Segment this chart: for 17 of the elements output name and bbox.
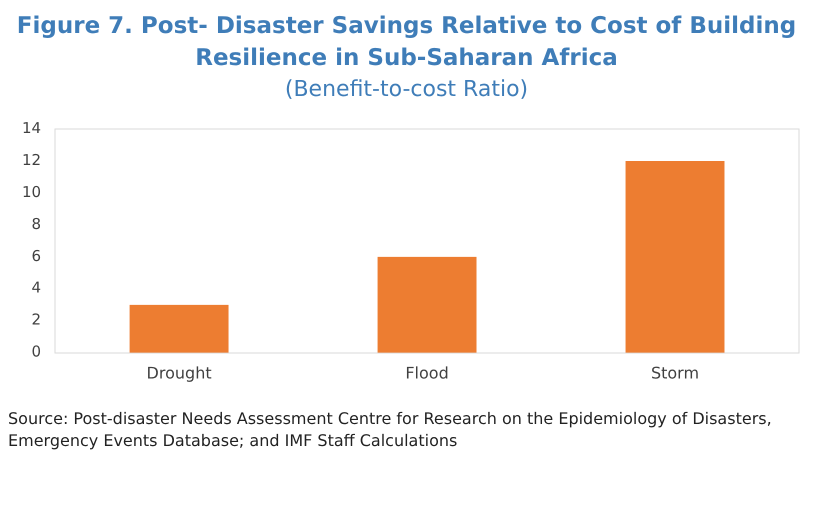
x-tick-label: Storm: [650, 364, 700, 383]
chart-title: Figure 7. Post- Disaster Savings Relative to Cost of Building Resilience in Sub-Saharan Africa: [16, 12, 798, 73]
y-tick-label: 10: [22, 182, 42, 201]
bar: [626, 160, 724, 353]
source-note: Source: Post-disaster Needs Assessment Centre for Research on the Epidemiology of Disasters, Emergency Events Database; and IMF Staff Calculations: [8, 408, 773, 452]
y-tick-label: 14: [22, 118, 42, 137]
y-tick-label: 0: [32, 342, 42, 361]
y-tick-label: 12: [22, 150, 42, 169]
chart-subtitle: (Benefit-to-cost Ratio): [284, 76, 530, 104]
x-tick-label: Flood: [405, 364, 449, 383]
y-tick-label: 2: [32, 310, 42, 329]
x-tick-label: Drought: [146, 364, 212, 383]
y-tick-label: 4: [32, 278, 42, 297]
y-tick-label: 6: [32, 246, 42, 265]
y-tick-label: 8: [32, 214, 42, 233]
bar: [130, 304, 229, 353]
bar: [378, 256, 477, 353]
